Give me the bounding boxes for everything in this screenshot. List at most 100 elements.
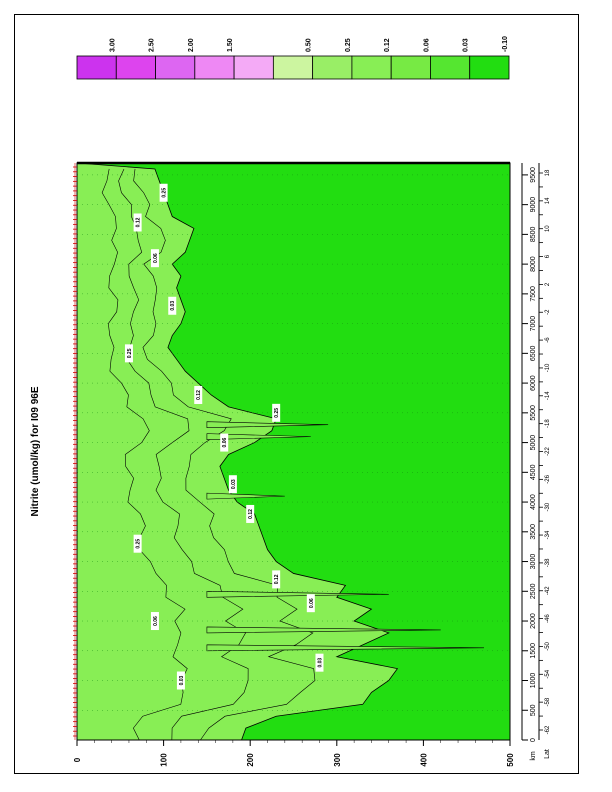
legend-label: 2.00 [188, 38, 195, 52]
km-axis-label: km [530, 751, 537, 761]
contour-label: 0.25 [136, 539, 142, 549]
legend-swatch [312, 55, 353, 80]
lat-tick-label: -42 [545, 586, 551, 595]
km-tick-label: 1000 [530, 673, 537, 689]
legend-swatch [469, 55, 510, 80]
lat-tick-label: 10 [545, 225, 551, 232]
lat-tick-label: 18 [545, 169, 551, 176]
km-tick-label: 5500 [530, 405, 537, 421]
contour-label-bg [194, 385, 203, 404]
contour-tongue [206, 626, 441, 634]
station-markers [73, 163, 77, 740]
lat-tick-label: 6 [545, 254, 551, 258]
km-tick-label: 5000 [530, 435, 537, 451]
contour-label: 0.12 [196, 390, 202, 400]
contour-label-bg [150, 612, 159, 631]
legend-label: 0.25 [345, 38, 352, 52]
contour-label: 0.06 [309, 598, 315, 608]
contour-label: 0.06 [222, 437, 228, 447]
legend-swatch [390, 55, 431, 80]
legend-swatch [430, 55, 471, 80]
contour-label-bg [150, 249, 159, 268]
legend-label: 0.03 [463, 38, 470, 52]
depth-tick-label: 0 [73, 757, 82, 762]
km-tick-label: 2000 [530, 613, 537, 629]
km-tick-label: 6500 [530, 345, 537, 361]
contour-label-bg [272, 403, 281, 422]
contour-label: 0.03 [179, 675, 185, 685]
km-tick-label: 3500 [530, 524, 537, 540]
lat-tick-label: 2 [545, 282, 551, 286]
km-tick-label: 4000 [530, 494, 537, 510]
contour-tongue [206, 644, 485, 652]
contour-label: 0.06 [153, 616, 159, 626]
contour-label: 0.25 [274, 408, 280, 418]
contour-label-bg [315, 653, 324, 672]
contour-label: 0.03 [317, 658, 323, 668]
km-tick-label: 6000 [530, 375, 537, 391]
contour-label: 0.12 [136, 217, 142, 227]
lat-tick-label: -30 [545, 502, 551, 511]
lat-tick-label: -38 [545, 558, 551, 567]
contour-label: 0.12 [248, 509, 254, 519]
lat-tick-label: -2 [545, 309, 551, 315]
lat-tick-label: -50 [545, 641, 551, 650]
legend-label: 0.50 [306, 38, 313, 52]
km-tick-label: 8500 [530, 226, 537, 242]
contour-label: 0.12 [274, 574, 280, 584]
legend-swatch [194, 55, 235, 80]
legend-label: 3.00 [109, 38, 116, 52]
contour-label: 0.03 [231, 479, 237, 489]
km-tick-label: 8000 [530, 256, 537, 272]
depth-tick-label: 300 [333, 753, 342, 767]
legend-swatch [233, 55, 274, 80]
page-frame [14, 14, 579, 774]
contour-line [118, 168, 249, 741]
contour-label-bg [272, 570, 281, 589]
legend-swatch [155, 55, 196, 80]
km-tick-label: 0 [530, 738, 537, 742]
lat-tick-label: -22 [545, 447, 551, 456]
contour-tongue [206, 590, 389, 598]
contour-label: 0.25 [162, 188, 168, 198]
km-tick-label: 7000 [530, 316, 537, 332]
contour-label-bg [124, 344, 133, 363]
data-field: 0.03 0.06 0.12 0.25 0.03 0.06 0.12 0.25 0.03 0.06… [76, 162, 510, 741]
lat-tick-label: -26 [545, 474, 551, 483]
depth-axis: 0 100 200 300 400 500 [73, 740, 515, 767]
km-axis: 0 500 1000 1500 2000 2500 3000 3500 4000 4500 5000… [521, 163, 537, 761]
legend: 3.00 2.50 2.00 1.50 0.50 0.25 0.12 0.06 0.03 -0.1… [76, 36, 510, 80]
depth-tick-label: 400 [419, 753, 428, 767]
contour-tongue [206, 433, 311, 440]
contour-label-bg [159, 183, 168, 202]
lat-tick-label: -18 [545, 419, 551, 428]
contour-label: 0.06 [153, 253, 159, 263]
lat-tick-label: 14 [545, 197, 551, 204]
upper-layer [76, 162, 399, 741]
legend-label: 1.50 [227, 38, 234, 52]
km-tick-label: 9000 [530, 197, 537, 213]
contour-label-bg [133, 534, 142, 553]
contour-tongue [206, 492, 285, 500]
contour-label-bg [306, 594, 315, 613]
contour-label-bg [176, 671, 185, 690]
lat-tick-label: -14 [545, 391, 551, 400]
contour-label-bg [228, 475, 237, 494]
km-tick-label: 7500 [530, 286, 537, 302]
legend-swatch [272, 55, 314, 80]
contour-label-bg [246, 504, 255, 523]
lat-axis-label: Lat [544, 749, 551, 759]
legend-swatch [351, 55, 392, 80]
legend-label: 0.12 [384, 38, 391, 52]
depth-tick-label: 500 [506, 753, 515, 767]
lat-tick-label: -46 [545, 614, 551, 623]
contour-label-bg [220, 433, 229, 452]
depth-tick-label: 200 [246, 753, 255, 767]
contour-label: 0.03 [170, 301, 176, 311]
lat-tick-label: -6 [545, 337, 551, 343]
lat-tick-label: -34 [545, 530, 551, 539]
contour-line [101, 168, 188, 741]
legend-label: 0.06 [423, 38, 430, 52]
km-tick-label: 3000 [530, 554, 537, 570]
